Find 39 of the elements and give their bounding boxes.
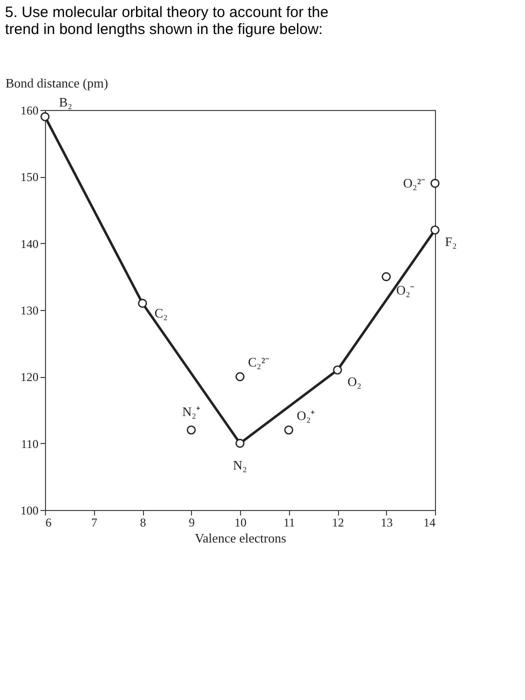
y-tick-label: 130 [20, 304, 38, 318]
x-tick-label: 7 [91, 516, 98, 530]
annotation: N₂ [233, 457, 247, 472]
x-tick-label: 14 [424, 516, 436, 530]
point [430, 178, 440, 188]
y-tick-label: 120 [20, 370, 38, 384]
x-axis-title: Valence electrons [194, 530, 286, 546]
annotation: O₂ [348, 374, 362, 389]
point [382, 272, 391, 282]
point [430, 225, 440, 235]
y-tick-label: 160 [20, 104, 38, 118]
annotation: B₂ [59, 94, 72, 110]
annotation: O₂⁻ [396, 282, 414, 298]
x-tick-label: 12 [332, 516, 344, 530]
annotation: O₂⁺ [296, 408, 315, 423]
x-tick-label: 8 [140, 516, 146, 530]
point [186, 425, 196, 435]
point [332, 365, 342, 375]
annotation: F₂ [445, 234, 457, 249]
x-tick-label: 9 [188, 516, 195, 530]
point [40, 112, 50, 122]
annotation: N₂⁺ [182, 404, 200, 419]
point [235, 438, 245, 448]
annotation: O₂²⁻ [403, 175, 425, 190]
y-tick-label: 110 [20, 436, 38, 451]
y-tick-label: 100 [20, 504, 38, 518]
y-axis-title: Bond distance (pm) [6, 76, 108, 90]
point [284, 425, 294, 435]
y-tick-label: 140 [20, 236, 38, 251]
y-tick-label: 150 [20, 170, 38, 184]
annotation: C₂ [154, 305, 168, 320]
x-tick-label: 6 [46, 516, 52, 530]
x-tick-label: 13 [380, 516, 393, 530]
point [138, 298, 148, 308]
chart-title: 5. Use molecular orbital theory to account for the trend in bond lengths shown in the figure below: [5, 4, 328, 38]
x-tick-label: 10 [234, 516, 246, 530]
x-tick-label: 11 [283, 516, 296, 530]
point [235, 372, 245, 382]
annotation: C₂²⁻ [248, 354, 270, 370]
